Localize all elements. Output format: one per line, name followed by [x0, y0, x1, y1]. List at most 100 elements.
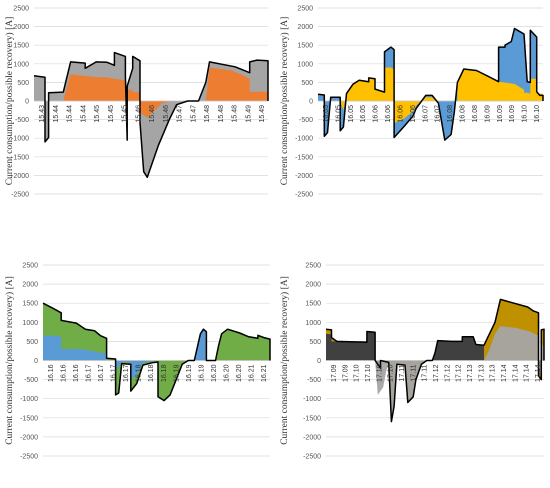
x-tick-label: 17.10	[376, 364, 383, 382]
x-tick-label: 17.09	[331, 364, 338, 382]
x-tick-label: 17.10	[388, 364, 395, 382]
y-axis-label: Current consumption/possible recovery) […	[279, 276, 290, 445]
x-tick-label: 16.19	[186, 364, 193, 382]
y-tick-label: 2000	[305, 282, 321, 289]
chart-panel-bottom-left: -2500 -2000 -1500 -1000 -500 0 500 1000 1500 2000…	[0, 244, 275, 488]
y-tick-label: 1500	[305, 301, 321, 308]
y-tick-label: 2000	[13, 24, 29, 31]
series-area-primary	[43, 329, 270, 380]
y-tick-label: 500	[26, 339, 38, 346]
series-line-total	[42, 302, 271, 402]
y-tick-label: -2500	[303, 454, 321, 461]
x-tick-label: 16.07	[422, 105, 429, 123]
series-line-total	[33, 51, 269, 179]
x-tick-label: 15.46	[135, 105, 142, 123]
y-tick-label: 0	[309, 99, 313, 106]
y-tick-label: -2000	[303, 434, 321, 441]
x-tick-label: 16.17	[98, 364, 105, 382]
y-tick-label: 0	[25, 99, 29, 106]
x-tick-label: 16.21	[261, 364, 268, 382]
x-tick-label: 17.11	[410, 364, 417, 381]
y-tick-label: 2500	[297, 6, 313, 13]
x-tick-label: 15.45	[94, 105, 101, 123]
x-tick-label: 16.09	[497, 105, 504, 123]
y-tick-label: 500	[17, 80, 29, 87]
x-tick-label: 16.18	[148, 364, 155, 382]
x-tick-label: 17.13	[490, 364, 497, 382]
y-tick-label: -500	[307, 377, 321, 384]
y-axis-label: Current consumption/possible recovery) […	[4, 17, 15, 186]
x-tick-label: 16.05	[360, 105, 367, 123]
y-tick-label: 1000	[13, 61, 29, 68]
chart-svg: -2500 -2000 -1500 -1000 -500 0 500 1000 1500 2000…	[4, 6, 269, 199]
y-tick-label: 500	[301, 80, 313, 87]
y-tick-label: 2000	[22, 282, 38, 289]
x-tick-label: 15.44	[80, 105, 87, 123]
x-tick-label: 16.21	[248, 364, 255, 382]
y-tick-label: 1500	[297, 43, 313, 50]
y-tick-label: 1500	[22, 301, 38, 308]
x-tick-label: 15.44	[53, 105, 60, 123]
x-tick-label: 15.49	[245, 105, 252, 123]
x-tick-label: 16.19	[173, 364, 180, 382]
y-tick-label: 2500	[305, 263, 321, 270]
series-area-tertiary	[326, 326, 544, 422]
chart-panel-top-right: -2500 -2000 -1500 -1000 -500 0 500 1000 1500 2000…	[275, 0, 550, 244]
y-tick-label: 1500	[13, 43, 29, 50]
series-area-primary	[326, 331, 544, 369]
y-tick-label: -500	[299, 117, 313, 124]
y-tick-label: -2000	[20, 434, 38, 441]
x-tick-label: 16.16	[61, 364, 68, 382]
x-tick-label: 16.17	[111, 364, 118, 382]
x-tick-label: 17.14	[524, 364, 531, 382]
y-tick-label: -500	[15, 117, 29, 124]
x-tick-label: 16.08	[460, 105, 467, 123]
y-tick-label: 500	[309, 339, 321, 346]
y-tick-label: -2500	[11, 192, 29, 199]
x-tick-label: 16.06	[410, 105, 417, 123]
y-tick-label: 2000	[297, 24, 313, 31]
y-axis-label: Current consumption/possible recovery) […	[4, 276, 15, 445]
y-tick-label: 0	[317, 358, 321, 365]
x-tick-label: 16.10	[534, 105, 541, 123]
x-tick-label: 16.18	[136, 364, 143, 382]
x-tick-label: 16.09	[484, 105, 491, 123]
x-tick-label: 16.07	[435, 105, 442, 123]
x-tick-label: 17.13	[478, 364, 485, 382]
x-tick-label: 17.14	[512, 364, 519, 382]
y-tick-label: -500	[24, 377, 38, 384]
y-tick-label: 1000	[22, 320, 38, 327]
x-tick-label: 17.12	[444, 364, 451, 382]
series-line-total	[317, 27, 544, 141]
y-tick-label: -2500	[20, 454, 38, 461]
chart-svg: -2500 -2000 -1500 -1000 -500 0 500 1000 1500 2000…	[4, 263, 271, 461]
series-line-total	[325, 298, 545, 423]
y-tick-label: -1000	[11, 136, 29, 143]
x-tick-label: 15.47	[177, 105, 184, 123]
x-tick-label: 17.14	[501, 364, 508, 382]
x-tick-label: 17.10	[365, 364, 372, 382]
x-tick-label: 17.11	[422, 364, 429, 381]
x-tick-label: 16.20	[211, 364, 218, 382]
x-tick-label: 16.05	[323, 105, 330, 123]
y-tick-label: -1500	[11, 154, 29, 161]
chart-svg: -2500 -2000 -1500 -1000 -500 0 500 1000 1500 2000…	[279, 6, 544, 199]
y-tick-label: -2000	[11, 173, 29, 180]
x-tick-label: 16.10	[522, 105, 529, 123]
series-area-primary	[34, 67, 268, 118]
chart-svg: -2500 -2000 -1500 -1000 -500 0 500 1000 1500 2000…	[279, 263, 545, 461]
x-tick-label: 16.08	[472, 105, 479, 123]
x-tick-label: 16.06	[397, 105, 404, 123]
x-tick-label: 16.05	[335, 105, 342, 123]
y-axis-label: Current consumption/possible recovery) […	[279, 17, 290, 186]
x-tick-label: 15.46	[149, 105, 156, 123]
x-tick-label: 16.16	[48, 364, 55, 382]
x-tick-label: 15.48	[232, 105, 239, 123]
x-tick-label: 15.45	[108, 105, 115, 123]
x-tick-label: 15.47	[190, 105, 197, 123]
y-tick-label: -1000	[295, 136, 313, 143]
x-tick-label: 16.20	[223, 364, 230, 382]
x-tick-label: 16.17	[86, 364, 93, 382]
y-tick-label: -1500	[295, 154, 313, 161]
chart-panel-top-left: -2500 -2000 -1500 -1000 -500 0 500 1000 1500 2000…	[0, 0, 275, 244]
